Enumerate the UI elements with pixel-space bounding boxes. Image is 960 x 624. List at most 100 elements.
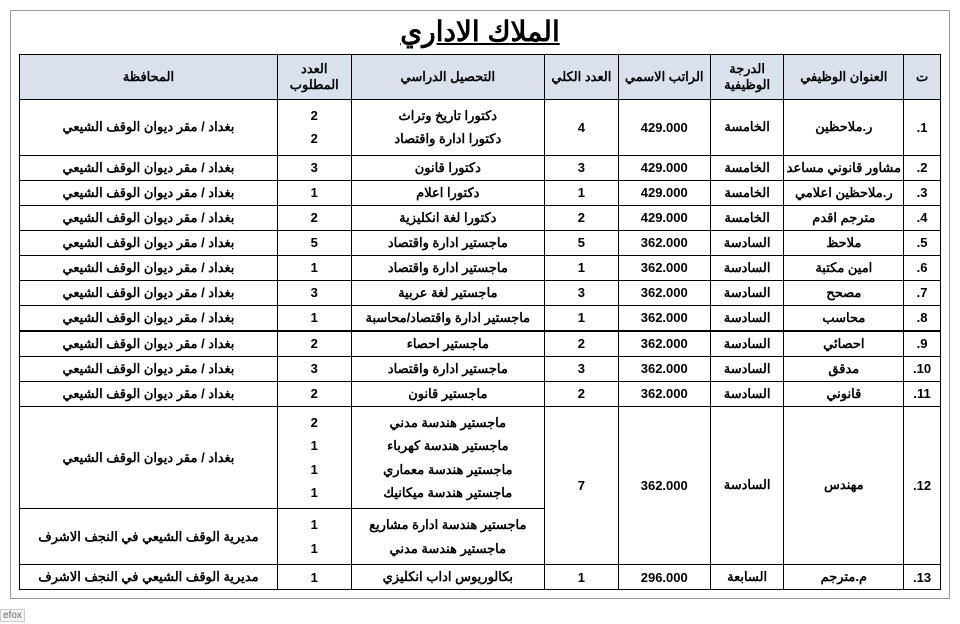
cell-t: 7. bbox=[904, 280, 941, 305]
cell-job-title: مصحح bbox=[784, 280, 904, 305]
cell-t: 2. bbox=[904, 155, 941, 180]
cell-education: دكتورا اعلام bbox=[351, 180, 544, 205]
cell-t: 13. bbox=[904, 565, 941, 590]
cell-governorate: بغداد / مقر ديوان الوقف الشيعي bbox=[20, 381, 278, 406]
corner-tag: efox bbox=[0, 609, 25, 622]
cell-job-title: ملاحظ bbox=[784, 230, 904, 255]
table-row: 2.مشاور قانوني مساعدالخامسة429.0003دكتور… bbox=[20, 155, 941, 180]
cell-job-title: قانوني bbox=[784, 381, 904, 406]
cell-total: 3 bbox=[545, 155, 619, 180]
page-title: الملاك الاداري bbox=[19, 15, 941, 48]
cell-job-title: امين مكتبة bbox=[784, 255, 904, 280]
cell-grade: الخامسة bbox=[710, 180, 784, 205]
col-salary: الراتب الاسمي bbox=[618, 55, 710, 100]
cell-grade: السادسة bbox=[710, 331, 784, 357]
table-row: 9.احصائيالسادسة362.0002ماجستير احصاء2بغد… bbox=[20, 331, 941, 357]
cell-required: 1 bbox=[277, 565, 351, 590]
table-row: 5.ملاحظالسادسة362.0005ماجستير ادارة واقت… bbox=[20, 230, 941, 255]
cell-education: ماجستير ادارة واقتصاد/محاسبة bbox=[351, 305, 544, 331]
cell-grade: السادسة bbox=[710, 255, 784, 280]
table-row: 13.م.مترجمالسابعة296.0001بكالوريوس اداب … bbox=[20, 565, 941, 590]
cell-required: 1 bbox=[277, 180, 351, 205]
cell-salary: 362.000 bbox=[618, 305, 710, 331]
cell-total: 2 bbox=[545, 331, 619, 357]
cell-governorate: بغداد / مقر ديوان الوقف الشيعي bbox=[20, 356, 278, 381]
cell-total: 4 bbox=[545, 100, 619, 156]
cell-required: 2111 bbox=[277, 406, 351, 509]
cell-governorate: مديرية الوقف الشيعي في النجف الاشرف bbox=[20, 509, 278, 565]
cell-grade: الخامسة bbox=[710, 205, 784, 230]
cell-education: ماجستير ادارة واقتصاد bbox=[351, 255, 544, 280]
cell-salary: 362.000 bbox=[618, 230, 710, 255]
cell-total: 3 bbox=[545, 356, 619, 381]
cell-governorate: بغداد / مقر ديوان الوقف الشيعي bbox=[20, 100, 278, 156]
cell-governorate: بغداد / مقر ديوان الوقف الشيعي bbox=[20, 230, 278, 255]
cell-job-title: محاسب bbox=[784, 305, 904, 331]
table-header-row: ت العنوان الوظيفي الدرجة الوظيفية الراتب… bbox=[20, 55, 941, 100]
col-governorate: المحافظة bbox=[20, 55, 278, 100]
cell-job-title: مهندس bbox=[784, 406, 904, 564]
cell-t: 1. bbox=[904, 100, 941, 156]
col-education: التحصيل الدراسي bbox=[351, 55, 544, 100]
col-t: ت bbox=[904, 55, 941, 100]
cell-required: 2 bbox=[277, 205, 351, 230]
cell-education: ماجستير ادارة واقتصاد bbox=[351, 230, 544, 255]
cell-governorate: بغداد / مقر ديوان الوقف الشيعي bbox=[20, 305, 278, 331]
cell-governorate: بغداد / مقر ديوان الوقف الشيعي bbox=[20, 331, 278, 357]
document-container: الملاك الاداري ت العنوان الوظيفي الدرجة … bbox=[10, 10, 950, 599]
cell-salary: 362.000 bbox=[618, 356, 710, 381]
cell-total: 5 bbox=[545, 230, 619, 255]
cell-t: 4. bbox=[904, 205, 941, 230]
cell-governorate: بغداد / مقر ديوان الوقف الشيعي bbox=[20, 180, 278, 205]
cell-required: 1 bbox=[277, 255, 351, 280]
table-row: 12.مهندسالسادسة362.0007ماجستير هندسة مدن… bbox=[20, 406, 941, 509]
cell-job-title: ر.ملاحظين اعلامي bbox=[784, 180, 904, 205]
cell-required: 5 bbox=[277, 230, 351, 255]
cell-salary: 429.000 bbox=[618, 100, 710, 156]
cell-grade: السادسة bbox=[710, 305, 784, 331]
cell-total: 2 bbox=[545, 205, 619, 230]
cell-job-title: م.مترجم bbox=[784, 565, 904, 590]
cell-total: 3 bbox=[545, 280, 619, 305]
cell-salary: 429.000 bbox=[618, 180, 710, 205]
cell-education: ماجستير هندسة ادارة مشاريعماجستير هندسة … bbox=[351, 509, 544, 565]
cell-t: 12. bbox=[904, 406, 941, 564]
cell-governorate: بغداد / مقر ديوان الوقف الشيعي bbox=[20, 406, 278, 509]
cell-job-title: ر.ملاحظين bbox=[784, 100, 904, 156]
cell-education: ماجستير ادارة واقتصاد bbox=[351, 356, 544, 381]
cell-total: 7 bbox=[545, 406, 619, 564]
cell-grade: السادسة bbox=[710, 406, 784, 564]
cell-t: 8. bbox=[904, 305, 941, 331]
cell-required: 3 bbox=[277, 155, 351, 180]
cell-job-title: احصائي bbox=[784, 331, 904, 357]
col-job-title: العنوان الوظيفي bbox=[784, 55, 904, 100]
cell-salary: 429.000 bbox=[618, 155, 710, 180]
cell-grade: السادسة bbox=[710, 381, 784, 406]
cell-total: 1 bbox=[545, 255, 619, 280]
table-row: 11.قانونيالسادسة362.0002ماجستير قانون2بغ… bbox=[20, 381, 941, 406]
cell-required: 3 bbox=[277, 356, 351, 381]
cell-required: 1 bbox=[277, 305, 351, 331]
cell-t: 9. bbox=[904, 331, 941, 357]
cell-salary: 429.000 bbox=[618, 205, 710, 230]
table-row: 4.مترجم اقدمالخامسة429.0002دكتورا لغة ان… bbox=[20, 205, 941, 230]
cell-t: 5. bbox=[904, 230, 941, 255]
cell-total: 1 bbox=[545, 565, 619, 590]
cell-total: 1 bbox=[545, 180, 619, 205]
cell-education: ماجستير قانون bbox=[351, 381, 544, 406]
cell-t: 11. bbox=[904, 381, 941, 406]
cell-salary: 362.000 bbox=[618, 406, 710, 564]
cell-grade: السادسة bbox=[710, 356, 784, 381]
table-row: 8.محاسبالسادسة362.000 1ماجستير ادارة واقت… bbox=[20, 305, 941, 331]
cell-salary: 362.000 bbox=[618, 331, 710, 357]
staff-table: ت العنوان الوظيفي الدرجة الوظيفية الراتب… bbox=[19, 54, 941, 590]
cell-salary: 362.000 bbox=[618, 381, 710, 406]
cell-education: ماجستير هندسة مدنيماجستير هندسة كهرباءما… bbox=[351, 406, 544, 509]
cell-job-title: مشاور قانوني مساعد bbox=[784, 155, 904, 180]
cell-education: بكالوريوس اداب انكليزي bbox=[351, 565, 544, 590]
cell-governorate: بغداد / مقر ديوان الوقف الشيعي bbox=[20, 205, 278, 230]
cell-required: 22 bbox=[277, 100, 351, 156]
col-total: العدد الكلي bbox=[545, 55, 619, 100]
cell-total: 2 bbox=[545, 381, 619, 406]
table-row: 10.مدققالسادسة362.0003ماجستير ادارة واقت… bbox=[20, 356, 941, 381]
